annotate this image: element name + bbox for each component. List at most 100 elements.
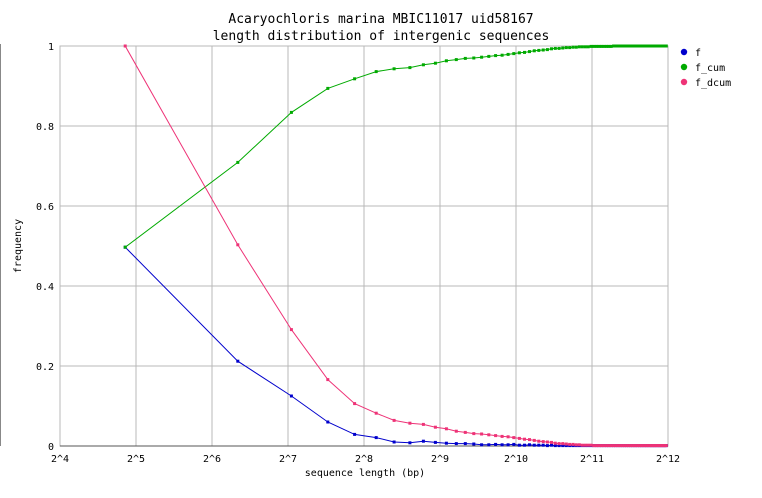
chart-title: Acaryochloris marina MBIC11017 uid58167 <box>228 12 533 27</box>
data-point <box>630 44 634 48</box>
x-tick-label: 2^4 <box>51 454 69 465</box>
data-point <box>607 44 611 48</box>
data-point <box>433 440 437 444</box>
data-point <box>644 44 648 48</box>
data-point <box>480 443 484 447</box>
data-point <box>600 44 604 48</box>
data-point <box>537 439 541 443</box>
data-point <box>523 50 526 54</box>
data-point <box>574 443 578 447</box>
data-point <box>353 402 357 406</box>
data-point <box>528 438 531 442</box>
data-point <box>589 44 593 48</box>
data-point <box>408 421 412 425</box>
data-point <box>624 44 628 48</box>
data-point <box>618 44 622 48</box>
data-point <box>487 443 491 447</box>
data-point <box>487 54 491 58</box>
data-point <box>605 44 609 48</box>
data-point <box>595 444 598 448</box>
data-point <box>532 438 536 442</box>
data-point <box>586 45 590 49</box>
data-point <box>614 44 618 48</box>
legend-label: f_dcum <box>695 78 731 89</box>
y-axis-ticks: 0 0.2 0.4 0.6 0.8 1 <box>36 42 54 453</box>
data-point <box>592 444 596 448</box>
data-point <box>289 328 293 332</box>
data-point <box>545 440 549 444</box>
y-tick-label: 1 <box>48 42 54 53</box>
data-point <box>564 442 568 446</box>
data-point <box>577 45 581 49</box>
data-point <box>392 418 396 422</box>
data-point <box>595 44 598 48</box>
data-point <box>592 44 596 48</box>
data-point <box>577 443 581 447</box>
data-point <box>626 44 630 48</box>
data-point <box>374 436 378 440</box>
data-point <box>472 432 476 436</box>
data-point <box>408 66 412 70</box>
data-point <box>643 44 647 48</box>
data-point <box>602 444 606 448</box>
data-point <box>600 444 604 448</box>
data-point <box>557 442 561 446</box>
data-point <box>622 44 626 48</box>
data-point <box>421 439 425 443</box>
data-point <box>628 444 632 448</box>
data-point <box>537 443 541 447</box>
data-point <box>634 44 638 48</box>
data-point <box>571 45 575 49</box>
data-point <box>646 444 650 448</box>
data-point <box>664 44 668 48</box>
x-tick-label: 2^10 <box>504 454 528 465</box>
data-point <box>236 243 240 247</box>
data-point <box>541 443 545 447</box>
data-point <box>374 411 378 415</box>
y-tick-label: 0 <box>48 442 54 453</box>
data-point <box>487 433 491 437</box>
data-point <box>580 45 584 49</box>
data-point <box>651 44 655 48</box>
data-point <box>353 77 357 81</box>
x-axis-label: sequence length (bp) <box>305 468 425 479</box>
data-point <box>326 378 330 382</box>
data-point <box>454 429 458 433</box>
data-point <box>571 442 575 446</box>
data-point <box>641 44 645 48</box>
x-tick-label: 2^8 <box>355 454 373 465</box>
data-point <box>589 443 593 447</box>
data-point <box>580 443 584 447</box>
data-point <box>500 434 504 438</box>
series-f-cum <box>123 44 668 249</box>
data-point <box>636 44 640 48</box>
x-tick-label: 2^12 <box>656 454 680 465</box>
data-point <box>480 55 484 59</box>
data-point <box>500 53 504 57</box>
chart-subtitle: length distribution of intergenic sequen… <box>213 29 550 44</box>
data-point <box>463 442 467 446</box>
data-point <box>528 50 531 54</box>
data-point <box>644 444 648 448</box>
data-point <box>654 44 658 48</box>
data-point <box>528 443 531 447</box>
data-point <box>550 47 553 51</box>
data-point <box>289 394 293 398</box>
y-axis-label: frequency <box>13 219 24 273</box>
data-point <box>123 245 127 249</box>
x-tick-label: 2^9 <box>431 454 449 465</box>
data-point <box>506 52 510 56</box>
data-point <box>597 44 601 48</box>
data-point <box>628 44 632 48</box>
data-point <box>583 45 587 49</box>
data-point <box>512 436 516 440</box>
data-point <box>607 444 611 448</box>
data-point <box>557 46 561 50</box>
legend-marker <box>680 78 688 86</box>
data-point <box>632 44 636 48</box>
data-point <box>532 49 536 53</box>
data-point <box>612 444 616 448</box>
x-tick-label: 2^7 <box>279 454 297 465</box>
data-point <box>421 422 425 426</box>
